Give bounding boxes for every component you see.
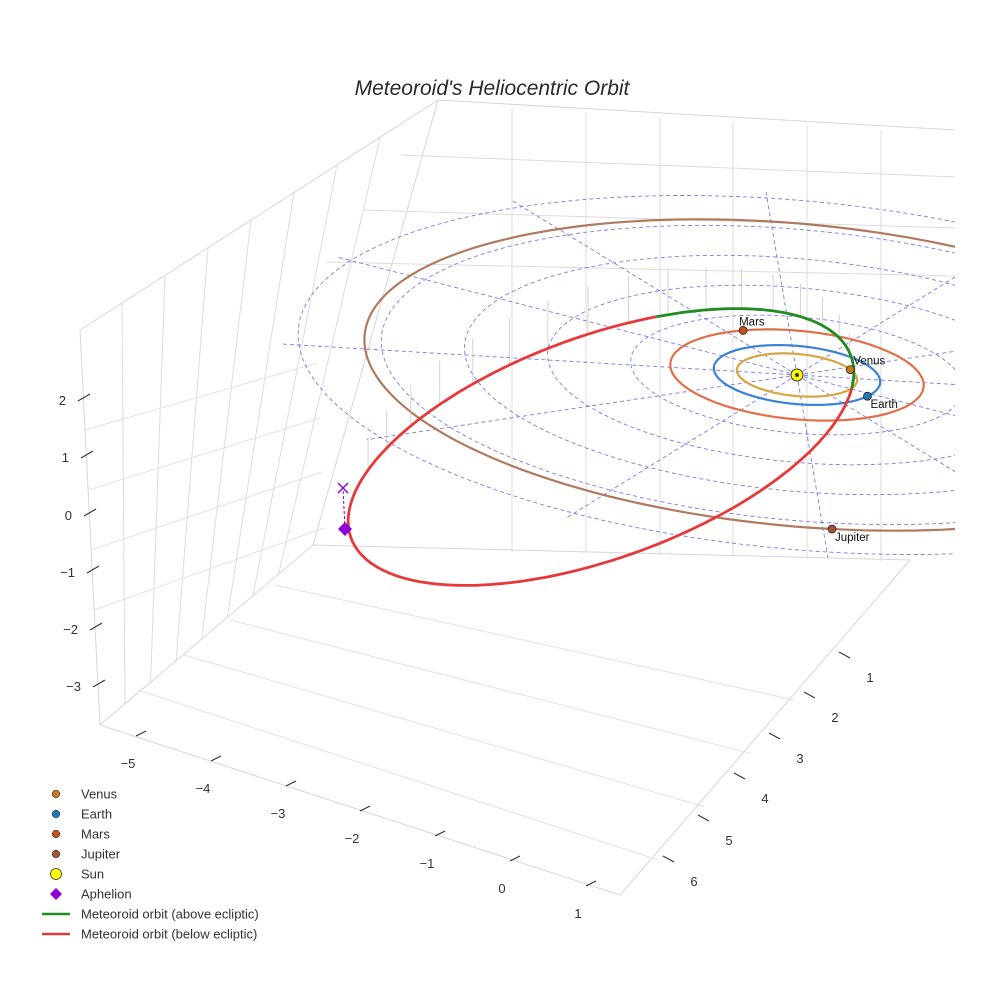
z-tick-label: −1 xyxy=(60,565,75,580)
chart-title: Meteoroid's Heliocentric Orbit xyxy=(355,77,631,100)
side-wall-gridline xyxy=(85,363,317,430)
y-tick-mark xyxy=(839,652,850,658)
y-tick-label: 4 xyxy=(761,791,768,806)
meteoroid-orbit-below xyxy=(348,317,852,586)
planet-orbits xyxy=(364,219,984,530)
axis-box-edge xyxy=(438,100,955,130)
legend-item: Venus xyxy=(52,787,117,802)
legend-item: Aphelion xyxy=(50,887,132,902)
back-wall-gridline xyxy=(401,155,955,177)
z-tick-label: 0 xyxy=(65,508,72,523)
legend-label: Mars xyxy=(81,827,110,842)
y-tick-mark xyxy=(804,692,815,698)
x-tick-mark xyxy=(136,731,146,736)
legend-label: Aphelion xyxy=(81,887,132,902)
legend-circle-swatch xyxy=(51,869,62,880)
legend-item: Mars xyxy=(52,827,110,842)
side-wall-gridline xyxy=(151,275,165,682)
ecliptic-spoke xyxy=(567,375,797,518)
planet-label-earth: Earth xyxy=(870,399,898,411)
x-tick-mark xyxy=(286,781,296,786)
floor-gridline xyxy=(275,585,795,700)
ecliptic-spoke xyxy=(513,201,797,375)
legend-item: Meteoroid orbit (below ecliptic) xyxy=(42,927,257,942)
x-tick-mark xyxy=(360,806,370,811)
y-tick-label: 5 xyxy=(725,833,732,848)
legend-item: Meteoroid orbit (above ecliptic) xyxy=(42,907,259,922)
x-tick-label: −2 xyxy=(345,831,360,846)
z-tick-mark xyxy=(90,623,102,630)
axis-box-edge xyxy=(620,560,910,895)
y-tick-label: 2 xyxy=(831,710,838,725)
bodies: Venus Earth Mars Jupiter xyxy=(739,316,898,544)
legend-circle-swatch xyxy=(52,790,60,798)
axis-box xyxy=(80,100,955,895)
x-tick-label: 1 xyxy=(574,906,581,921)
ecliptic-ring xyxy=(465,255,984,494)
legend-circle-swatch xyxy=(52,810,60,818)
x-tick-label: −1 xyxy=(420,856,435,871)
side-wall-gridline xyxy=(253,165,337,596)
legend-label: Earth xyxy=(81,807,112,822)
x-tick-label: 0 xyxy=(498,881,505,896)
legend: Venus Earth Mars Jupiter Sun Aphelion Meteoroi… xyxy=(42,787,259,942)
y-tick-mark xyxy=(769,733,780,739)
z-tick-label: −3 xyxy=(66,679,81,694)
x-tick-label: −4 xyxy=(196,781,211,796)
ecliptic-ring xyxy=(548,285,984,465)
z-tick-mark xyxy=(87,566,99,573)
ecliptic-spoke xyxy=(336,257,797,375)
axis-box-edge xyxy=(80,330,100,725)
legend-circle-swatch xyxy=(52,850,60,858)
y-tick-mark xyxy=(734,773,745,779)
meteoroid-orbit xyxy=(338,267,854,586)
planet-label-mars: Mars xyxy=(739,316,765,328)
y-tick-label: 6 xyxy=(690,874,697,889)
y-tick-mark xyxy=(698,815,709,821)
y-tick-label: 3 xyxy=(796,751,803,766)
z-tick-label: 2 xyxy=(59,393,66,408)
x-tick-mark xyxy=(211,756,221,761)
legend-item: Jupiter xyxy=(52,847,120,862)
axis-box-edge xyxy=(100,725,620,895)
axis-box-edge xyxy=(100,545,313,725)
ecliptic-spoke xyxy=(282,344,797,375)
legend-circle-swatch xyxy=(52,830,60,838)
legend-label: Meteoroid orbit (below ecliptic) xyxy=(81,927,257,942)
y-tick-mark xyxy=(663,856,674,862)
z-tick-mark xyxy=(93,680,105,687)
floor-gridline xyxy=(230,620,750,753)
x-tick-mark xyxy=(435,831,445,836)
legend-label: Sun xyxy=(81,867,104,882)
axis-box-edge xyxy=(313,100,438,545)
planet-label-jupiter: Jupiter xyxy=(835,532,870,544)
floor-gridline xyxy=(138,690,658,860)
side-wall-gridline xyxy=(94,528,324,610)
ecliptic-spoke xyxy=(766,192,797,375)
axis-box-edge xyxy=(313,545,910,560)
x-tick-label: −5 xyxy=(121,756,136,771)
legend-label: Venus xyxy=(81,787,118,802)
legend-label: Jupiter xyxy=(81,847,121,862)
legend-item: Earth xyxy=(52,807,112,822)
sun-center-mark xyxy=(795,373,799,377)
z-tick-label: 1 xyxy=(62,450,69,465)
z-tick-label: −2 xyxy=(63,622,78,637)
planet-label-venus: Venus xyxy=(853,356,885,368)
legend-diamond-swatch xyxy=(50,888,62,900)
legend-item: Sun xyxy=(51,867,105,882)
x-tick-label: −3 xyxy=(271,806,286,821)
z-tick-mark xyxy=(81,451,93,458)
side-wall-gridline xyxy=(202,220,251,639)
y-tick-label: 1 xyxy=(866,670,873,685)
ecliptic-spoke xyxy=(797,375,828,558)
legend-label: Meteoroid orbit (above ecliptic) xyxy=(81,907,259,922)
side-wall-gridline xyxy=(122,303,125,704)
z-tick-mark xyxy=(84,509,96,516)
